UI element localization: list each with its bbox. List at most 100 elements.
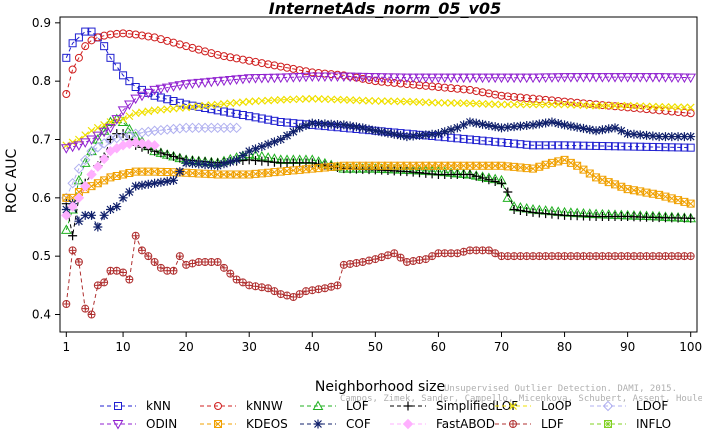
- data-point: [231, 122, 242, 134]
- data-point: [548, 100, 556, 109]
- data-point: [533, 73, 545, 84]
- data-point: [264, 60, 273, 69]
- data-point: [112, 202, 122, 212]
- legend-item-LDF: LDF: [495, 417, 564, 431]
- data-point: [585, 101, 594, 110]
- data-point-cross: [352, 259, 360, 267]
- data-point: [490, 122, 500, 132]
- data-point: [667, 143, 676, 152]
- data-point-cross: [170, 267, 178, 275]
- data-point: [149, 140, 160, 151]
- data-point: [111, 115, 123, 125]
- data-point: [124, 123, 135, 134]
- data-point: [560, 100, 569, 109]
- data-point: [219, 52, 228, 61]
- data-point: [672, 73, 684, 83]
- data-point-cross: [125, 276, 133, 283]
- data-point-cross: [403, 258, 411, 266]
- data-point: [515, 205, 525, 215]
- data-point: [156, 105, 165, 114]
- data-point-cross: [88, 311, 96, 318]
- data-point: [686, 103, 695, 112]
- data-point: [490, 177, 500, 186]
- data-point: [351, 122, 361, 132]
- data-point: [440, 127, 450, 137]
- data-point: [201, 101, 209, 110]
- data-point: [294, 72, 306, 83]
- data-point: [307, 118, 317, 128]
- data-point: [635, 130, 645, 140]
- data-point: [402, 97, 411, 106]
- data-point: [585, 141, 594, 150]
- data-point: [458, 73, 469, 84]
- data-point: [497, 138, 506, 147]
- data-point-cross: [453, 249, 461, 257]
- data-point: [187, 158, 197, 168]
- data-point: [566, 121, 576, 131]
- data-point: [365, 76, 374, 84]
- data-point: [150, 106, 159, 115]
- data-point: [156, 177, 166, 187]
- data-point-cross: [182, 261, 190, 269]
- data-point: [288, 127, 298, 137]
- data-point: [484, 89, 493, 98]
- data-point: [295, 95, 304, 104]
- data-point-cross: [113, 267, 121, 275]
- data-point: [559, 73, 570, 83]
- data-point: [87, 36, 96, 45]
- data-point-cross: [302, 287, 310, 295]
- data-point: [370, 126, 380, 136]
- data-point: [175, 153, 185, 163]
- data-point: [251, 57, 260, 66]
- data-point: [630, 101, 638, 110]
- data-point: [433, 73, 444, 84]
- data-point: [447, 99, 455, 107]
- data-point: [262, 73, 274, 84]
- data-point: [111, 132, 122, 144]
- legend-item-kNNW: kNNW: [200, 399, 283, 413]
- data-point: [616, 126, 626, 136]
- data-point: [566, 100, 575, 109]
- data-point: [497, 91, 506, 100]
- data-point: [428, 98, 437, 107]
- data-point: [604, 101, 613, 110]
- data-point: [250, 74, 261, 84]
- data-point: [396, 130, 406, 140]
- data-point: [175, 167, 185, 177]
- data-point: [124, 187, 134, 197]
- data-point: [471, 171, 481, 181]
- data-point: [136, 91, 148, 102]
- x-tick-label: 20: [178, 340, 193, 354]
- data-point: [546, 73, 558, 83]
- data-point: [112, 116, 121, 125]
- data-point: [124, 100, 135, 111]
- data-point: [276, 95, 285, 104]
- y-tick-label: 0.8: [32, 74, 51, 88]
- data-point: [634, 73, 646, 83]
- data-point: [515, 73, 526, 84]
- legend-item-FastABOD: FastABOD: [390, 417, 495, 431]
- data-point: [175, 98, 184, 107]
- data-point: [573, 141, 582, 150]
- data-point: [73, 192, 85, 204]
- data-point: [376, 73, 388, 83]
- data-point: [163, 105, 172, 114]
- x-tick-label: 70: [494, 340, 509, 354]
- data-point: [144, 107, 153, 116]
- data-point: [214, 402, 222, 410]
- data-point: [447, 84, 456, 93]
- data-point: [667, 103, 676, 111]
- data-point: [622, 73, 633, 83]
- data-point: [162, 150, 172, 160]
- data-point: [497, 100, 506, 109]
- data-point: [496, 73, 507, 84]
- data-point: [213, 161, 223, 171]
- series-ODIN: [60, 72, 697, 154]
- data-point: [138, 108, 146, 117]
- legend-label: KDEOS: [246, 417, 288, 431]
- data-point: [510, 139, 519, 148]
- legend-item-LoOP: LoOP: [495, 399, 572, 413]
- data-point: [554, 100, 563, 109]
- data-point: [571, 73, 583, 83]
